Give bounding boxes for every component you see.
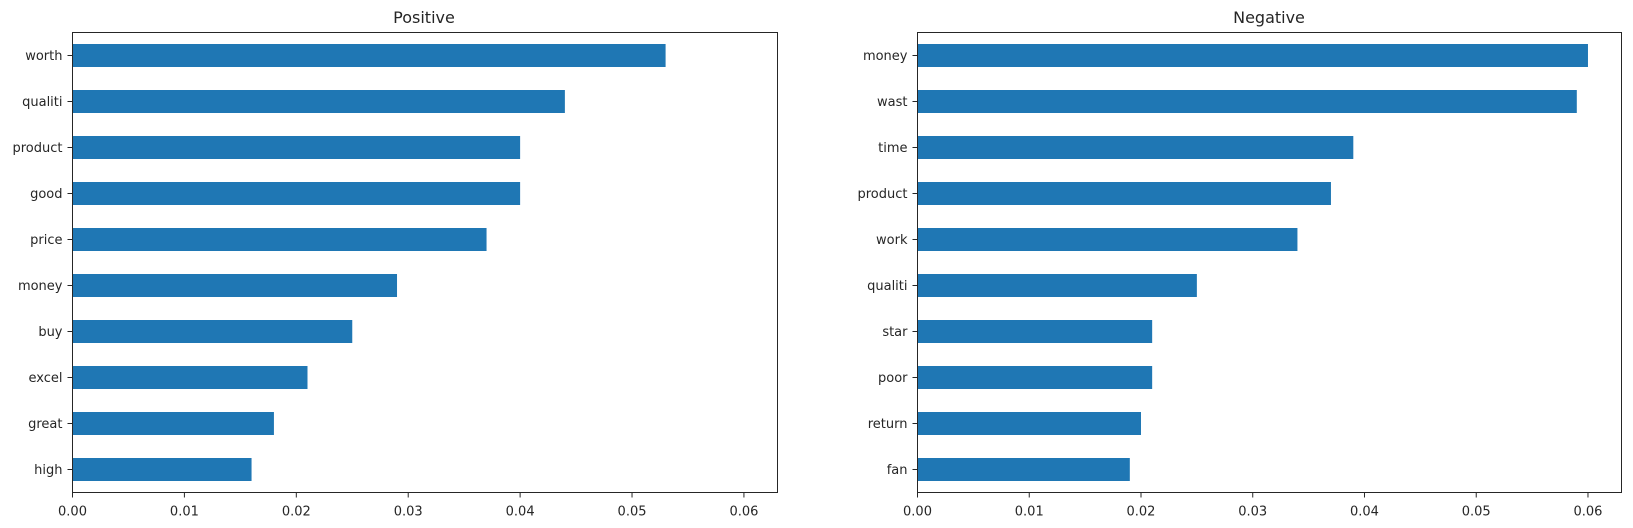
bar-money: [917, 44, 1588, 67]
x-tick-label: 0.01: [1015, 505, 1044, 520]
bar-buy: [72, 320, 353, 343]
y-tick-label: work: [876, 233, 908, 248]
y-tick-label: excel: [29, 371, 63, 386]
y-tick-label: money: [863, 49, 908, 64]
x-tick-label: 0.02: [282, 505, 311, 520]
bar-time: [917, 136, 1354, 159]
x-tick-label: 0.03: [1238, 505, 1267, 520]
bar-excel: [72, 366, 308, 389]
bar-product: [72, 136, 521, 159]
plot-frame: [72, 32, 778, 493]
bar-qualiti: [917, 274, 1197, 297]
y-tick-label: good: [30, 187, 62, 202]
bar-group: [917, 44, 1588, 481]
y-tick-labels: worth qualiti product good price money buy exce…: [12, 49, 73, 478]
y-tick-label: star: [882, 325, 908, 340]
x-tick-labels: 0.00 0.01 0.02 0.03 0.04 0.05 0.06: [903, 492, 1602, 520]
x-tick-label: 0.01: [170, 505, 199, 520]
y-tick-label: great: [28, 417, 62, 432]
y-tick-label: product: [12, 141, 62, 156]
x-tick-label: 0.04: [1350, 505, 1379, 520]
bar-star: [917, 320, 1153, 343]
bar-money: [72, 274, 398, 297]
y-tick-label: return: [868, 417, 908, 432]
x-tick-label: 0.06: [729, 505, 758, 520]
x-tick-label: 0.03: [394, 505, 423, 520]
x-tick-label: 0.02: [1127, 505, 1156, 520]
bar-fan: [917, 458, 1130, 481]
x-tick-label: 0.04: [506, 505, 535, 520]
y-tick-labels: money wast time product work qualiti star poor r…: [857, 49, 918, 478]
bar-worth: [72, 44, 666, 67]
y-tick-label: time: [878, 141, 907, 156]
bar-work: [917, 228, 1298, 251]
x-tick-label: 0.00: [903, 505, 932, 520]
chart-title: Positive: [393, 8, 455, 27]
bar-poor: [917, 366, 1153, 389]
y-tick-label: money: [18, 279, 63, 294]
y-tick-label: buy: [38, 325, 62, 340]
x-tick-label: 0.05: [1462, 505, 1491, 520]
x-tick-labels: 0.00 0.01 0.02 0.03 0.04 0.05 0.06: [58, 492, 758, 520]
y-tick-label: poor: [878, 371, 908, 386]
bar-return: [917, 412, 1141, 435]
x-tick-label: 0.06: [1573, 505, 1602, 520]
x-tick-label: 0.00: [58, 505, 87, 520]
y-tick-label: fan: [887, 463, 908, 478]
y-tick-label: wast: [877, 95, 907, 110]
y-tick-label: qualiti: [867, 279, 907, 294]
bar-good: [72, 182, 521, 205]
y-tick-label: price: [30, 233, 62, 248]
positive-chart-panel: Positive worth qualiti product good price mon…: [12, 8, 778, 520]
bar-wast: [917, 90, 1577, 113]
bar-price: [72, 228, 487, 251]
x-tick-label: 0.05: [618, 505, 647, 520]
bar-high: [72, 458, 252, 481]
chart-title: Negative: [1233, 8, 1305, 27]
plot-frame: [917, 32, 1622, 493]
bar-qualiti: [72, 90, 565, 113]
y-tick-label: qualiti: [22, 95, 62, 110]
y-tick-label: high: [34, 463, 62, 478]
bar-great: [72, 412, 274, 435]
bar-group: [72, 44, 666, 481]
bar-product: [917, 182, 1331, 205]
y-tick-label: worth: [25, 49, 62, 64]
negative-chart-panel: Negative money wast time product work qualiti…: [857, 8, 1622, 520]
y-tick-label: product: [857, 187, 907, 202]
